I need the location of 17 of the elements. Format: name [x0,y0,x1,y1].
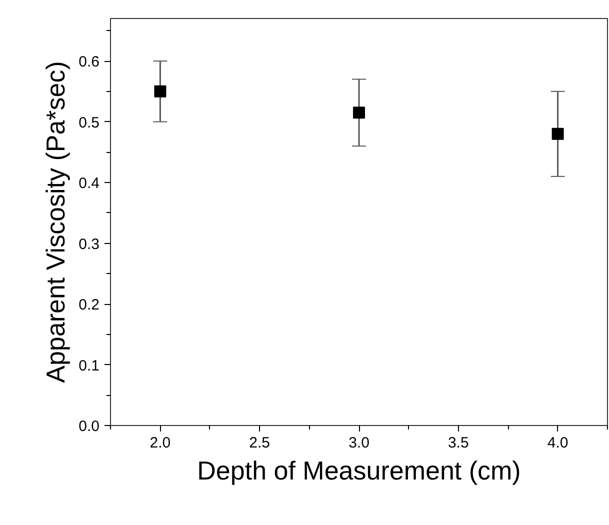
x-tick-label: 3.0 [348,434,370,452]
y-tick-label: 0.5 [78,114,100,132]
y-tick-label: 0.0 [78,418,100,435]
x-tick-label: 2.0 [150,434,171,452]
point [552,128,564,140]
y-axis-title: Apparent Viscosity (Pa*sec) [40,61,71,383]
point [154,85,166,98]
y-tick-label: 0.2 [78,296,100,314]
y-tick-label: 0.4 [78,175,100,192]
y-tick-label: 0.1 [78,357,100,374]
point [353,106,365,119]
y-tick-label: 0.6 [78,54,100,71]
x-tick-label: 3.5 [448,434,469,452]
x-axis-title: Depth of Measurement (cm) [197,456,521,486]
y-tick-label: 0.3 [78,236,100,253]
x-tick-label: 4.0 [547,434,568,452]
x-tick-label: 2.5 [249,434,270,452]
